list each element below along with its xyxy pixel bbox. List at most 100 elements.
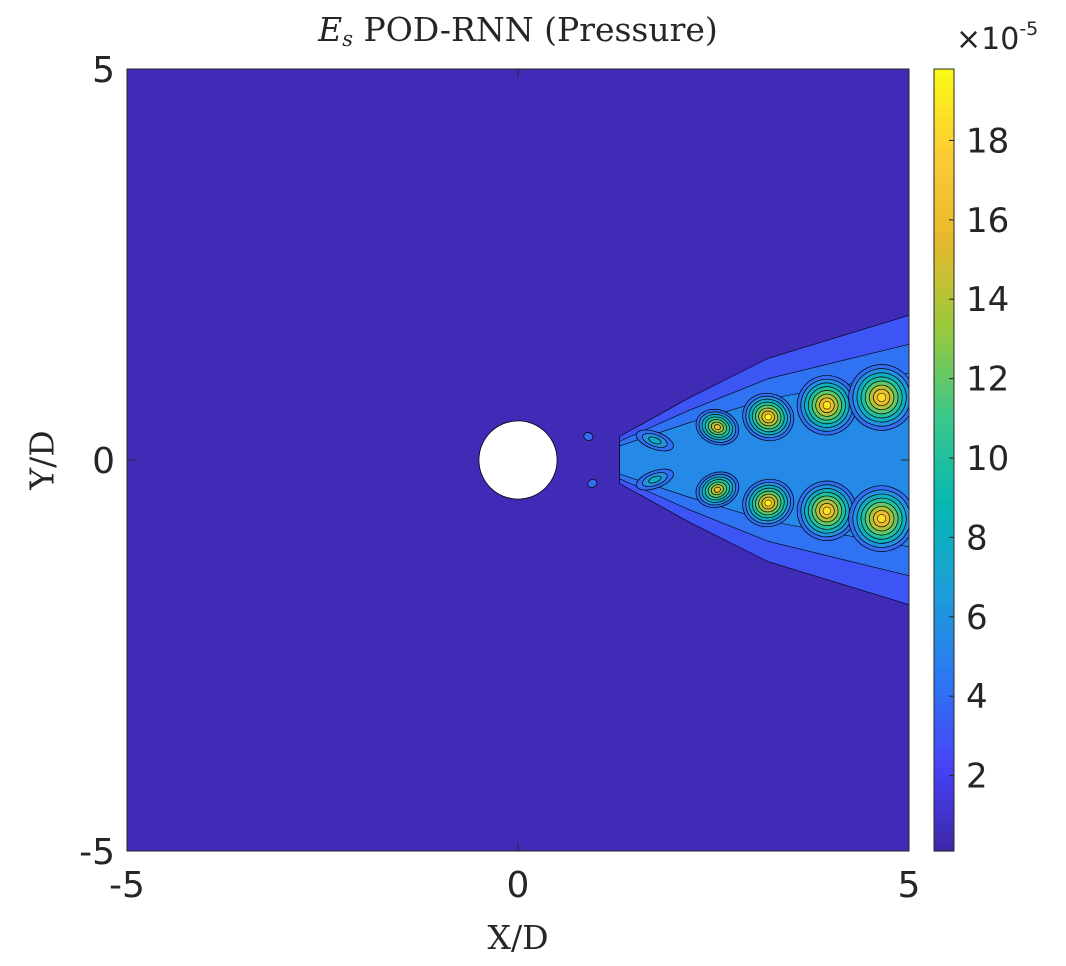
chart-title: Es POD-RNN (Pressure) (127, 10, 909, 51)
colorbar-segment (934, 336, 954, 344)
colorbar-segment (934, 675, 954, 683)
colorbar-segment (934, 192, 954, 200)
colorbar-segment (934, 297, 954, 305)
plot-area (127, 69, 909, 851)
hotspot-8-peak (823, 507, 831, 515)
colorbar-segment (934, 714, 954, 722)
y-axis-label: Y/D (22, 430, 62, 490)
hotspot-4 (695, 471, 740, 508)
y-tick-label-2: -5 (79, 832, 115, 873)
colorbar-segment (934, 740, 954, 748)
colorbar-segment (934, 772, 954, 780)
colorbar-segment (934, 238, 954, 246)
colorbar-segment (934, 460, 954, 468)
colorbar-segment (934, 218, 954, 226)
colorbar-segment (934, 720, 954, 728)
colorbar-segment (934, 199, 954, 207)
colorbar-segment (934, 544, 954, 552)
colorbar-segment (934, 342, 954, 350)
hotspot-7 (796, 375, 857, 436)
colorbar-segment (934, 831, 954, 839)
colorbar-segment (934, 629, 954, 637)
hotspot-9-peak (877, 393, 886, 402)
colorbar-segment (934, 479, 954, 487)
colorbar-segment (934, 388, 954, 396)
colorbar-segment (934, 433, 954, 442)
colorbar-segment (934, 466, 954, 474)
colorbar-segment (934, 186, 954, 194)
colorbar-segment (934, 244, 954, 253)
colorbar-segment (934, 108, 954, 116)
colorbar-segment (934, 446, 954, 455)
title-subscript: s (342, 27, 354, 51)
hotspot-12 (587, 479, 598, 488)
hotspot-9 (848, 364, 909, 431)
colorbar-segment (934, 453, 954, 461)
colorbar-segment (934, 707, 954, 715)
hotspot-7-peak (823, 401, 831, 409)
colorbar-exponent-power: -5 (1019, 18, 1039, 40)
colorbar-tick-label-4: 10 (966, 439, 1009, 479)
colorbar-segment (934, 381, 954, 389)
colorbar-segment (934, 805, 954, 813)
colorbar-segment (934, 655, 954, 663)
colorbar-segment (934, 329, 954, 337)
colorbar-segment (934, 427, 954, 435)
x-tick-label-1: 0 (507, 865, 530, 906)
colorbar-tick-label-1: 4 (966, 677, 988, 717)
colorbar-segment (934, 375, 954, 383)
colorbar-segment (934, 648, 954, 657)
colorbar-segment (934, 277, 954, 285)
hotspot-11 (583, 432, 594, 441)
colorbar-segment (934, 688, 954, 696)
colorbar-segment (934, 134, 954, 142)
colorbar-segment (934, 75, 954, 83)
colorbar-segment (934, 577, 954, 585)
colorbar-segment (934, 127, 954, 135)
x-tick-label-2: 5 (898, 865, 921, 906)
colorbar-segment (934, 701, 954, 709)
colorbar-segment (934, 355, 954, 363)
colorbar-segment (934, 140, 954, 148)
colorbar-segment (934, 727, 954, 735)
hotspot-3-peak (714, 425, 721, 430)
colorbar-segment (934, 603, 954, 611)
colorbar-segment (934, 147, 954, 155)
colorbar-segment (934, 616, 954, 624)
colorbar-segment (934, 837, 954, 846)
colorbar-segment (934, 290, 954, 298)
y-tick-label-0: 5 (92, 50, 115, 91)
colorbar-segment (934, 779, 954, 787)
colorbar-segment (934, 531, 954, 539)
colorbar-segment (934, 310, 954, 318)
colorbar-segment (934, 179, 954, 187)
colorbar-segment (934, 251, 954, 259)
colorbar-segment (934, 551, 954, 559)
colorbar-frame (933, 68, 955, 852)
colorbar-segment (934, 538, 954, 546)
colorbar-segment (934, 668, 954, 676)
colorbar-segment (934, 153, 954, 161)
colorbar-segment (934, 473, 954, 481)
colorbar-segment (934, 316, 954, 324)
hotspot-4-peak (714, 487, 721, 492)
colorbar-segment (934, 844, 954, 852)
colorbar-segment (934, 323, 954, 331)
hotspot-6 (742, 478, 795, 528)
colorbar-segment (934, 394, 954, 402)
colorbar-segment (934, 564, 954, 572)
colorbar-segment (934, 518, 954, 526)
colorbar-tick-label-2: 6 (966, 598, 988, 638)
colorbar-segment (934, 69, 954, 77)
colorbar-segment (934, 160, 954, 168)
colorbar-segment (934, 590, 954, 598)
colorbar-tick-label-3: 8 (966, 518, 988, 558)
colorbar-tick-label-5: 12 (966, 360, 1009, 400)
colorbar-segment (934, 101, 954, 109)
title-symbol: E (318, 10, 343, 49)
colorbar-segment (934, 766, 954, 774)
colorbar-segment (934, 753, 954, 761)
colorbar-exponent-base: ×10 (956, 22, 1020, 57)
colorbar-segment (934, 583, 954, 591)
colorbar-segment (934, 824, 954, 833)
